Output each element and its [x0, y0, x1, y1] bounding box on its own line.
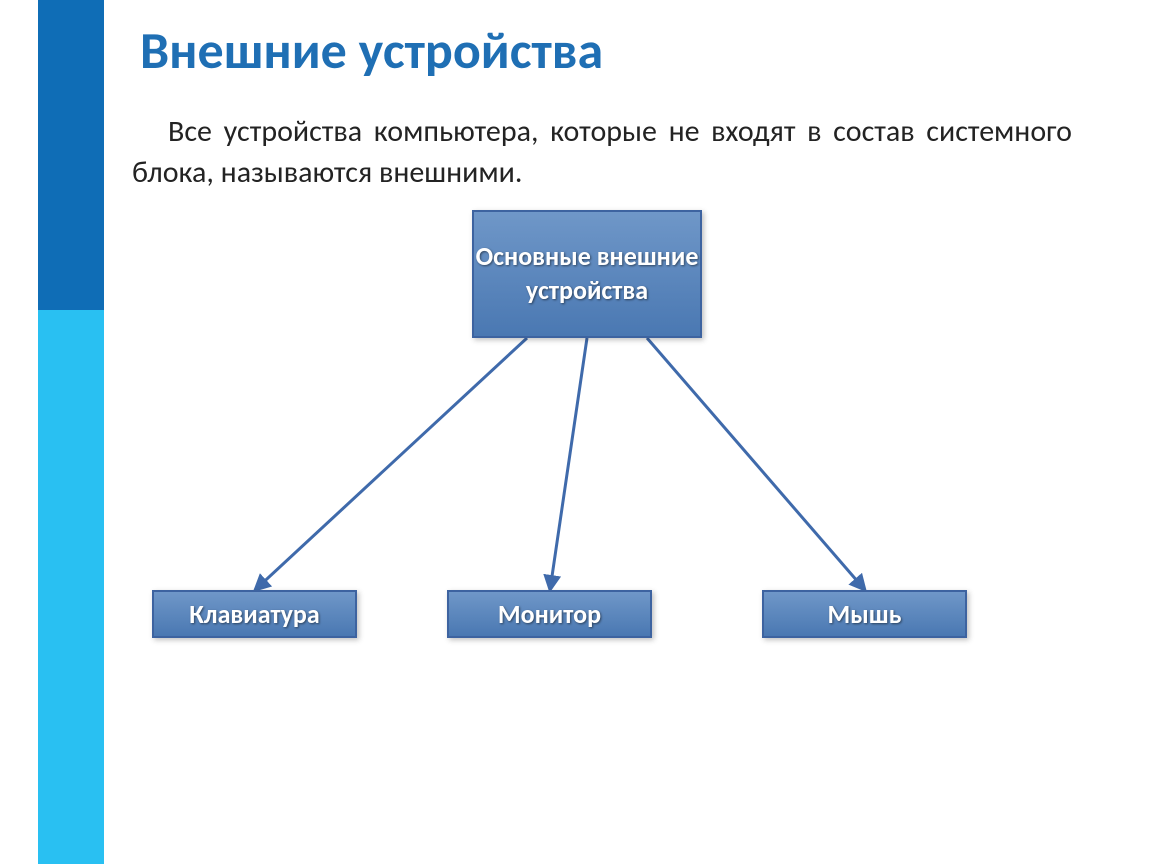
diagram-node: Клавиатура	[152, 590, 357, 638]
slide-body-text: Все устройства компьютера, которые не вх…	[132, 112, 1072, 193]
diagram-node: Мышь	[762, 590, 967, 638]
diagram-node: Основные внешние устройства	[472, 210, 702, 338]
sidebar-accent-bottom	[38, 310, 104, 864]
tree-diagram: Основные внешние устройства Клавиатура Мон…	[132, 210, 1072, 670]
sidebar-accent-top	[38, 0, 104, 310]
diagram-node: Монитор	[447, 590, 652, 638]
diagram-edge	[255, 338, 527, 590]
diagram-edge	[647, 338, 865, 590]
slide-title: Внешние устройства	[140, 18, 603, 82]
diagram-edge	[550, 338, 587, 590]
